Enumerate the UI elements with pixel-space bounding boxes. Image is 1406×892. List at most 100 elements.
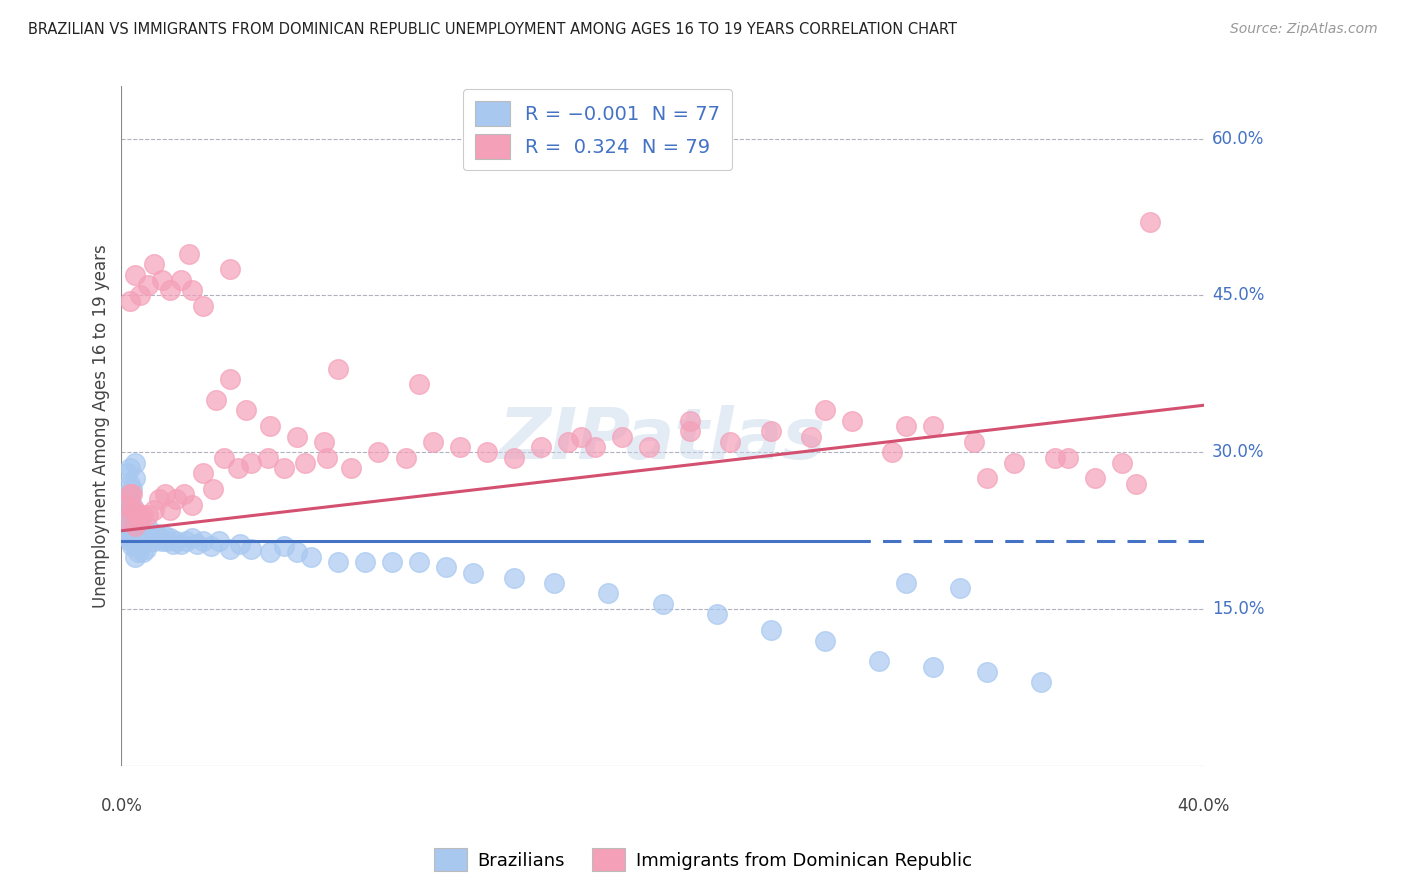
Point xyxy=(502,450,524,465)
Point xyxy=(170,537,193,551)
Point xyxy=(142,503,165,517)
Point xyxy=(156,534,179,549)
Point xyxy=(1111,456,1133,470)
Point xyxy=(129,540,152,554)
Point xyxy=(180,498,202,512)
Point xyxy=(882,445,904,459)
Text: 40.0%: 40.0% xyxy=(1177,797,1230,814)
Text: 60.0%: 60.0% xyxy=(1212,129,1264,148)
Text: BRAZILIAN VS IMMIGRANTS FROM DOMINICAN REPUBLIC UNEMPLOYMENT AMONG AGES 16 TO 19: BRAZILIAN VS IMMIGRANTS FROM DOMINICAN R… xyxy=(28,22,957,37)
Point xyxy=(316,450,339,465)
Point xyxy=(153,529,176,543)
Point xyxy=(976,471,998,485)
Point xyxy=(314,434,336,449)
Point xyxy=(124,524,146,538)
Point xyxy=(124,268,146,282)
Point xyxy=(191,534,214,549)
Point xyxy=(142,257,165,271)
Legend: R = −0.001  N = 77, R =  0.324  N = 79: R = −0.001 N = 77, R = 0.324 N = 79 xyxy=(463,89,733,170)
Point xyxy=(115,498,138,512)
Point xyxy=(138,508,160,522)
Point xyxy=(285,544,308,558)
Point xyxy=(1031,675,1053,690)
Point xyxy=(422,434,444,449)
Point xyxy=(285,430,308,444)
Point xyxy=(115,529,138,543)
Point xyxy=(153,487,176,501)
Point xyxy=(434,560,457,574)
Point xyxy=(138,278,160,293)
Point xyxy=(115,513,138,527)
Point xyxy=(638,440,661,454)
Text: 45.0%: 45.0% xyxy=(1212,286,1264,304)
Point xyxy=(502,571,524,585)
Point xyxy=(299,549,322,564)
Point xyxy=(127,531,149,545)
Point xyxy=(150,273,173,287)
Point xyxy=(894,576,917,591)
Point xyxy=(557,434,579,449)
Point xyxy=(449,440,471,454)
Point xyxy=(294,456,316,470)
Point xyxy=(583,440,606,454)
Point xyxy=(121,529,143,543)
Y-axis label: Unemployment Among Ages 16 to 19 years: Unemployment Among Ages 16 to 19 years xyxy=(93,244,110,608)
Point xyxy=(841,414,863,428)
Point xyxy=(610,430,633,444)
Point xyxy=(118,476,141,491)
Text: 0.0%: 0.0% xyxy=(100,797,142,814)
Point xyxy=(678,414,700,428)
Point xyxy=(326,555,349,569)
Point xyxy=(814,633,837,648)
Point xyxy=(141,531,163,545)
Point xyxy=(132,544,155,558)
Point xyxy=(121,498,143,512)
Point xyxy=(124,503,146,517)
Point xyxy=(212,450,235,465)
Point xyxy=(118,487,141,501)
Point xyxy=(129,524,152,538)
Point xyxy=(259,544,281,558)
Point xyxy=(814,403,837,417)
Point xyxy=(678,425,700,439)
Point xyxy=(240,456,263,470)
Point xyxy=(121,513,143,527)
Point xyxy=(200,540,222,554)
Point xyxy=(475,445,498,459)
Point xyxy=(922,419,945,434)
Point xyxy=(180,283,202,297)
Point xyxy=(162,537,184,551)
Text: ZIPatlas: ZIPatlas xyxy=(499,405,827,475)
Point xyxy=(129,288,152,302)
Point xyxy=(354,555,377,569)
Point xyxy=(135,529,157,543)
Point xyxy=(148,531,170,545)
Point xyxy=(145,527,167,541)
Point xyxy=(543,576,565,591)
Point xyxy=(177,246,200,260)
Point xyxy=(115,467,138,481)
Point xyxy=(118,508,141,522)
Point xyxy=(135,541,157,556)
Legend: Brazilians, Immigrants from Dominican Republic: Brazilians, Immigrants from Dominican Re… xyxy=(427,841,979,879)
Point xyxy=(326,361,349,376)
Point xyxy=(598,586,620,600)
Point xyxy=(170,273,193,287)
Point xyxy=(180,531,202,545)
Point xyxy=(706,607,728,622)
Point xyxy=(121,487,143,501)
Point xyxy=(202,482,225,496)
Point xyxy=(159,503,181,517)
Point xyxy=(115,503,138,517)
Point xyxy=(121,540,143,554)
Point xyxy=(256,450,278,465)
Point xyxy=(191,299,214,313)
Point xyxy=(142,534,165,549)
Point xyxy=(229,537,252,551)
Point xyxy=(381,555,404,569)
Point xyxy=(186,537,208,551)
Text: Source: ZipAtlas.com: Source: ZipAtlas.com xyxy=(1230,22,1378,37)
Point xyxy=(191,467,214,481)
Text: 30.0%: 30.0% xyxy=(1212,443,1264,461)
Point xyxy=(569,430,592,444)
